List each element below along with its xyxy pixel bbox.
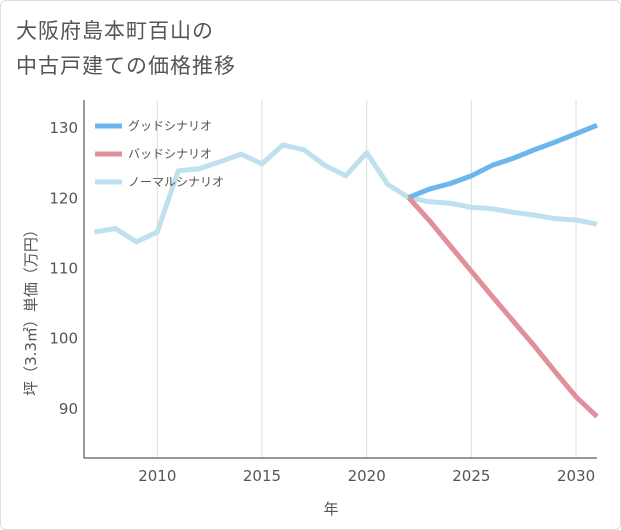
series-line-2 — [94, 142, 598, 245]
chart-title-line-2: 中古戸建ての価格推移 — [16, 54, 236, 78]
y-tick-label: 120 — [49, 189, 78, 207]
series-line-1 — [406, 195, 599, 419]
x-tick-label: 2015 — [243, 467, 281, 485]
y-tick-label: 100 — [49, 330, 78, 348]
x-axis-title: 年 — [323, 500, 338, 518]
series-line-0 — [407, 122, 598, 200]
axes — [83, 100, 597, 459]
x-tick-label: 2025 — [452, 467, 490, 485]
legend-label: ノーマルシナリオ — [128, 175, 224, 189]
legend-label: グッドシナリオ — [128, 119, 212, 133]
y-axis-title: 坪（3.3㎡）単価（万円） — [22, 222, 40, 396]
y-tick-label: 90 — [59, 400, 78, 418]
y-tick-label: 130 — [49, 119, 78, 137]
chart-title-line-1: 大阪府島本町百山の — [16, 19, 214, 43]
tick-labels: 2010 2015 2020 2025 2030 90 100 110 120 130 — [49, 119, 595, 485]
x-tick-label: 2010 — [138, 467, 176, 485]
series-lines — [94, 122, 599, 419]
y-tick-label: 110 — [49, 259, 78, 277]
chart-title: 大阪府島本町百山の 中古戸建ての価格推移 — [16, 14, 336, 84]
x-tick-label: 2030 — [557, 467, 595, 485]
grid-lines — [156, 100, 577, 458]
x-tick-label: 2020 — [348, 467, 386, 485]
legend-label: バッドシナリオ — [128, 147, 212, 161]
